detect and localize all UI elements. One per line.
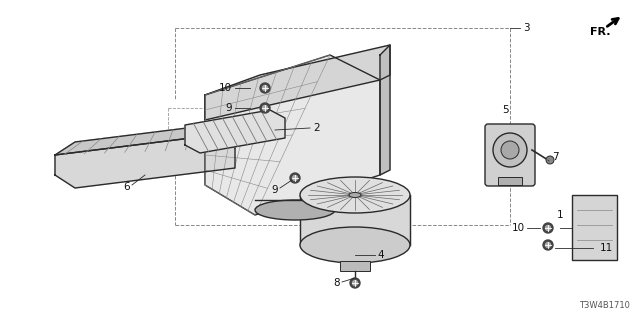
Text: 2: 2 <box>313 123 319 133</box>
Text: T3W4B1710: T3W4B1710 <box>579 301 630 310</box>
Bar <box>340 261 370 271</box>
Text: 9: 9 <box>271 185 278 195</box>
Circle shape <box>545 243 550 247</box>
Circle shape <box>262 85 268 91</box>
Ellipse shape <box>501 141 519 159</box>
Circle shape <box>350 278 360 288</box>
Ellipse shape <box>349 193 361 197</box>
Bar <box>572 195 617 260</box>
Circle shape <box>292 175 298 180</box>
Polygon shape <box>205 55 380 215</box>
Polygon shape <box>185 110 285 153</box>
Ellipse shape <box>300 227 410 263</box>
Text: 8: 8 <box>333 278 340 288</box>
Ellipse shape <box>255 200 335 220</box>
Text: 1: 1 <box>557 210 563 220</box>
Circle shape <box>290 173 300 183</box>
Circle shape <box>545 226 550 230</box>
Ellipse shape <box>546 156 554 164</box>
Polygon shape <box>205 45 390 120</box>
Polygon shape <box>55 135 235 188</box>
Text: FR.: FR. <box>589 27 611 37</box>
Circle shape <box>543 223 553 233</box>
FancyBboxPatch shape <box>485 124 535 186</box>
Ellipse shape <box>300 177 410 213</box>
Text: 5: 5 <box>502 105 508 115</box>
Circle shape <box>260 83 270 93</box>
Bar <box>498 177 522 185</box>
Text: 4: 4 <box>377 250 383 260</box>
Circle shape <box>543 240 553 250</box>
Circle shape <box>353 281 358 285</box>
Text: 11: 11 <box>600 243 613 253</box>
Circle shape <box>260 103 270 113</box>
Text: 10: 10 <box>512 223 525 233</box>
Polygon shape <box>55 122 235 155</box>
Ellipse shape <box>493 133 527 167</box>
Text: 10: 10 <box>219 83 232 93</box>
Polygon shape <box>300 195 410 245</box>
Text: 9: 9 <box>225 103 232 113</box>
Circle shape <box>262 106 268 110</box>
Text: 3: 3 <box>523 23 530 33</box>
Text: 7: 7 <box>552 152 559 162</box>
Text: 6: 6 <box>124 182 130 192</box>
Polygon shape <box>380 45 390 175</box>
